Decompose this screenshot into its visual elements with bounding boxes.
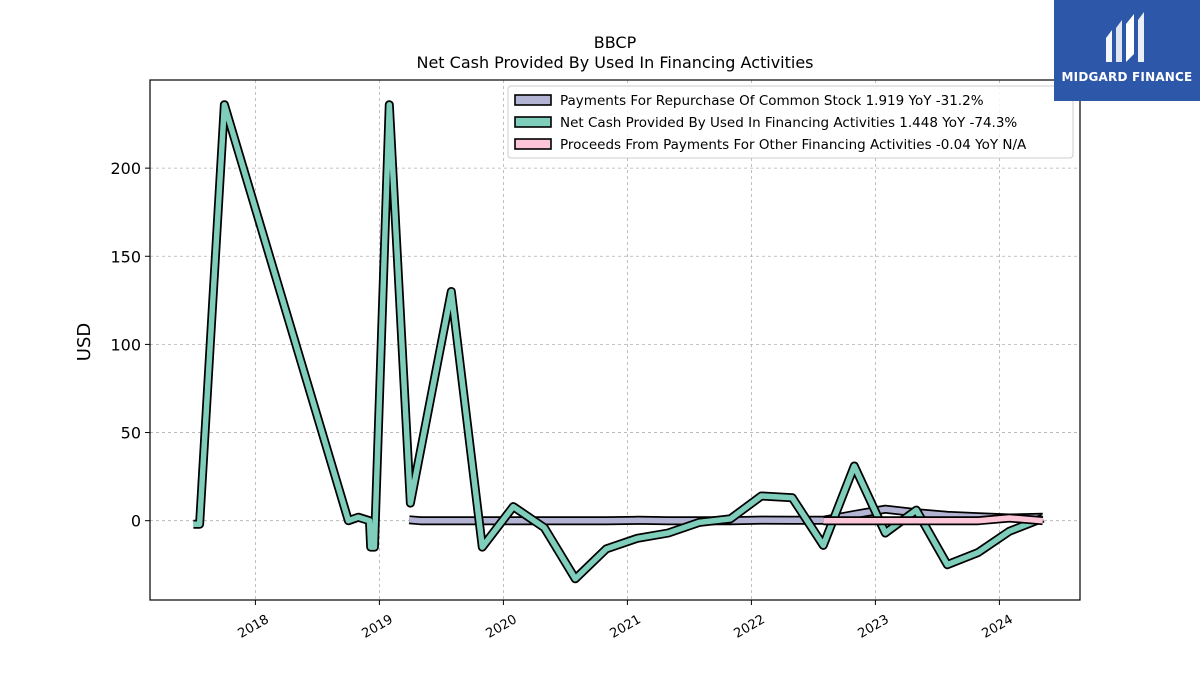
x-tick-label: 2021: [608, 612, 644, 642]
series-layer: [193, 100, 1045, 584]
series-line-1: [193, 101, 1044, 582]
legend-box: [507, 85, 1074, 159]
x-tick-label: 2018: [236, 612, 272, 642]
y-tick-label: 50: [121, 424, 141, 443]
brand-mark-icon: [1106, 12, 1144, 62]
y-tick-label: 0: [131, 512, 141, 531]
legend-swatch: [514, 116, 552, 128]
plot-frame: [149, 79, 1081, 601]
y-tick-label: 100: [110, 335, 141, 354]
y-axis-label: USD: [74, 323, 95, 361]
chart-title: BBCP: [594, 33, 637, 52]
series-line-2: [823, 515, 1044, 524]
x-tick-label: 2019: [360, 612, 396, 642]
chart-subtitle: Net Cash Provided By Used In Financing A…: [416, 53, 813, 72]
brand-name: MIDGARD FINANCE: [1061, 70, 1193, 84]
x-tick-label: 2022: [732, 612, 768, 642]
x-tick-label: 2023: [856, 612, 892, 642]
y-tick-label: 200: [110, 159, 141, 178]
x-axis: 2018 2019 2020 2021 2022 2023 2024: [236, 600, 1016, 642]
x-tick-label: 2020: [484, 612, 520, 642]
legend-label: Proceeds From Payments For Other Financi…: [560, 137, 1027, 153]
y-axis: 0 50 100 150 200: [110, 159, 150, 531]
legend: Payments For Repurchase Of Common Stock …: [507, 85, 1074, 159]
x-tick-label: 2024: [980, 612, 1016, 642]
legend-label: Net Cash Provided By Used In Financing A…: [560, 115, 1017, 131]
brand-logo: MIDGARD FINANCE: [1054, 0, 1200, 101]
legend-swatch: [514, 138, 552, 150]
y-tick-label: 150: [110, 247, 141, 266]
legend-swatch: [514, 94, 552, 106]
legend-label: Payments For Repurchase Of Common Stock …: [560, 93, 984, 109]
